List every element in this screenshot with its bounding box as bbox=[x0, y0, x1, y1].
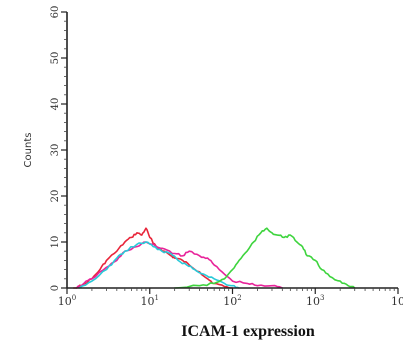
x-tick-label: 101 bbox=[141, 294, 159, 308]
y-axis-title: Counts bbox=[23, 133, 34, 168]
x-tick-label: 10 bbox=[391, 295, 403, 308]
y-tick-label: 10 bbox=[50, 236, 61, 249]
y-tick-label: 40 bbox=[50, 98, 61, 111]
y-tick-label: 30 bbox=[50, 144, 61, 157]
y-tick-label: 60 bbox=[50, 6, 61, 19]
x-tick-label: 103 bbox=[306, 294, 324, 308]
axes: 0 10 20 30 40 50 60 100 101 102 103 10 bbox=[50, 6, 403, 308]
y-tick-label: 50 bbox=[50, 52, 61, 65]
series-line bbox=[78, 241, 240, 289]
series-line bbox=[75, 241, 284, 289]
series-layer bbox=[72, 227, 356, 289]
x-tick-label: 100 bbox=[58, 294, 76, 308]
y-tick-label: 20 bbox=[50, 190, 61, 203]
y-tick-label: 0 bbox=[50, 285, 61, 291]
series-line bbox=[173, 227, 356, 289]
series-line bbox=[72, 227, 234, 289]
x-axis-title: ICAM-1 expression bbox=[181, 323, 315, 340]
x-tick-label: 102 bbox=[223, 294, 241, 308]
